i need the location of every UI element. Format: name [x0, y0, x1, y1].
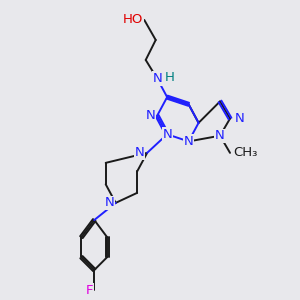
Text: N: N [184, 135, 194, 148]
Text: F: F [85, 284, 93, 296]
Text: N: N [104, 196, 114, 209]
Text: N: N [215, 129, 225, 142]
Text: CH₃: CH₃ [233, 146, 258, 159]
Text: HO: HO [122, 14, 143, 26]
Text: N: N [152, 72, 162, 85]
Text: N: N [146, 109, 156, 122]
Text: N: N [134, 146, 144, 159]
Text: N: N [162, 128, 172, 141]
Text: H: H [165, 70, 175, 84]
Text: N: N [234, 112, 244, 125]
